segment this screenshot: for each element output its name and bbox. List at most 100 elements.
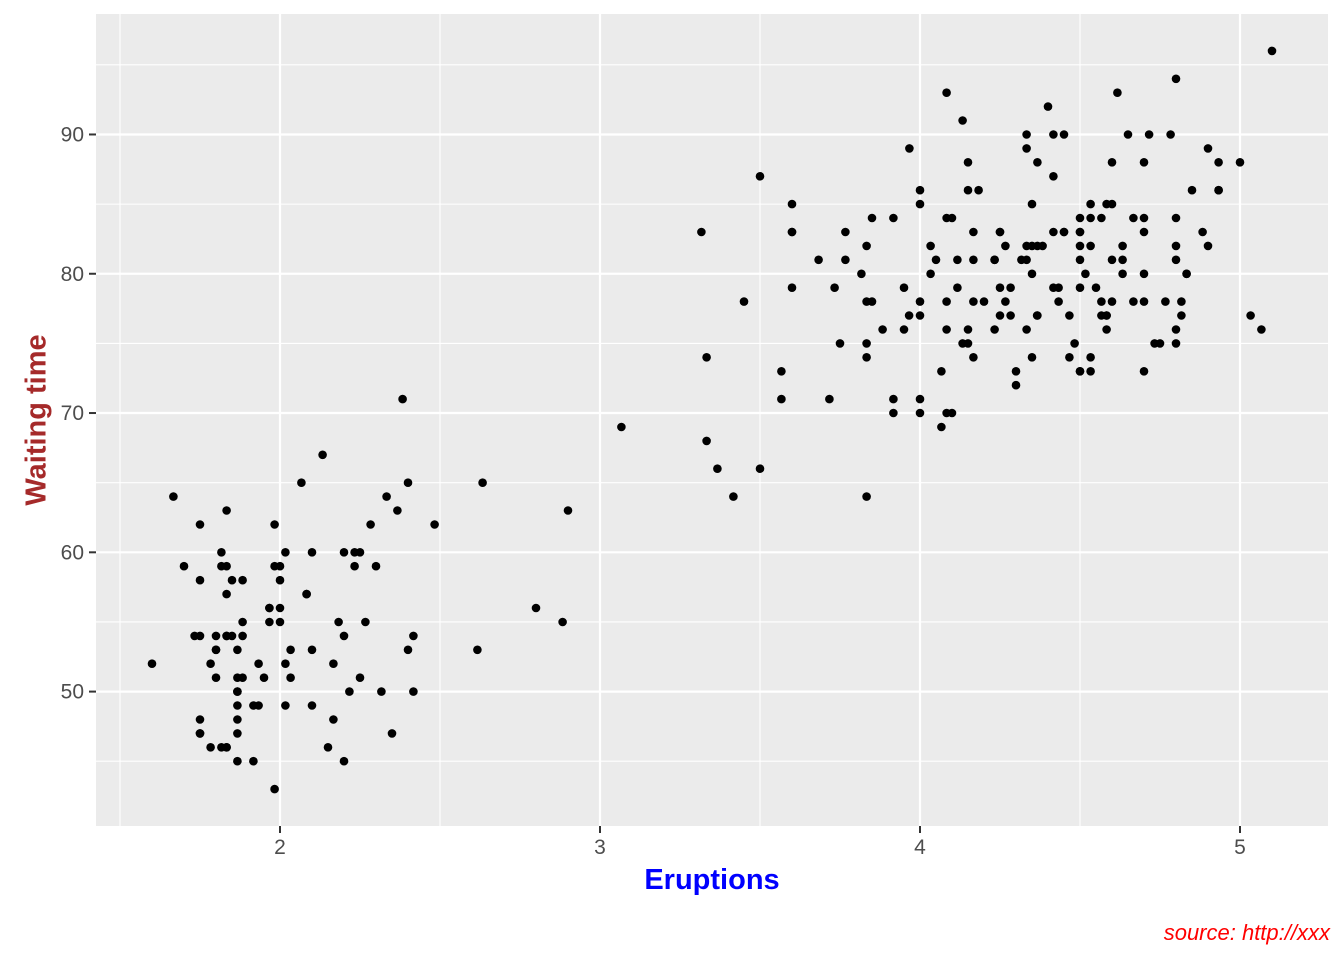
data-point: [963, 325, 973, 334]
data-point: [1059, 227, 1069, 237]
data-point: [361, 617, 370, 627]
data-point: [905, 144, 914, 153]
data-point: [1054, 297, 1063, 306]
data-point: [1235, 158, 1245, 167]
data-point: [915, 297, 925, 306]
data-point: [1246, 311, 1255, 320]
data-point: [217, 561, 226, 571]
data-point: [1102, 199, 1111, 209]
data-point: [1049, 172, 1058, 181]
data-point: [1075, 227, 1085, 237]
data-point: [1113, 88, 1122, 97]
data-point: [1129, 297, 1138, 306]
data-point: [969, 297, 978, 306]
data-point: [430, 520, 439, 529]
data-point: [729, 492, 738, 501]
data-point: [787, 199, 797, 209]
data-point: [265, 617, 274, 627]
data-point: [1171, 241, 1181, 251]
data-point: [211, 645, 221, 655]
data-point: [1097, 213, 1106, 223]
y-tick-labels: 50 60 70 80 90: [61, 123, 84, 703]
data-point: [1011, 380, 1021, 390]
data-point: [889, 408, 898, 418]
data-point: [222, 589, 231, 599]
data-point: [403, 478, 413, 488]
data-point: [1139, 269, 1149, 279]
major-gridlines: [96, 14, 1328, 826]
data-point: [1118, 255, 1127, 265]
data-point: [841, 227, 850, 237]
data-point: [899, 283, 909, 293]
data-point: [1118, 241, 1127, 251]
data-point: [334, 617, 343, 627]
data-point: [217, 548, 226, 557]
data-point: [937, 422, 946, 432]
data-point: [942, 325, 951, 334]
data-point: [702, 353, 711, 362]
data-point: [702, 436, 711, 446]
data-point: [1123, 130, 1133, 139]
data-point: [755, 464, 765, 474]
data-point: [1267, 46, 1277, 56]
data-point: [1033, 241, 1042, 251]
data-point: [281, 659, 290, 668]
data-point: [1198, 227, 1207, 237]
data-point: [206, 743, 215, 752]
data-point: [1075, 241, 1085, 251]
data-point: [227, 575, 237, 585]
data-point: [1001, 297, 1010, 306]
data-point: [878, 325, 887, 334]
data-point: [1155, 339, 1165, 348]
data-point: [1075, 255, 1085, 265]
data-point: [195, 520, 205, 529]
data-point: [942, 297, 951, 306]
data-point: [1107, 297, 1117, 306]
data-point: [1033, 311, 1042, 320]
data-point: [275, 617, 285, 627]
data-point: [350, 561, 359, 571]
data-point: [275, 575, 285, 585]
data-point: [307, 548, 317, 557]
x-tick-label: 5: [1234, 836, 1246, 859]
data-point: [926, 269, 935, 279]
data-point: [963, 339, 973, 348]
data-point: [1086, 213, 1095, 223]
data-point: [777, 394, 786, 404]
data-point: [899, 325, 909, 334]
data-point: [713, 464, 722, 474]
data-point: [990, 255, 999, 265]
data-point: [307, 701, 317, 710]
data-point: [211, 673, 221, 682]
y-tick-label: 50: [61, 681, 84, 704]
data-point: [841, 255, 850, 265]
data-point: [1022, 325, 1031, 334]
data-point: [755, 172, 765, 181]
data-point: [862, 297, 871, 306]
data-point: [937, 367, 946, 376]
data-point: [1097, 297, 1106, 306]
data-point: [958, 116, 967, 125]
data-point: [1022, 144, 1031, 153]
y-tick-label: 60: [61, 541, 84, 564]
data-point: [307, 645, 317, 655]
data-point: [1118, 269, 1127, 279]
data-point: [1075, 367, 1085, 376]
data-point: [1257, 325, 1266, 334]
data-point: [1203, 241, 1213, 251]
data-point: [286, 673, 295, 682]
data-point: [393, 506, 402, 515]
data-point: [1107, 158, 1117, 167]
data-point: [969, 227, 978, 237]
data-point: [531, 603, 541, 613]
data-point: [777, 367, 786, 376]
data-point: [1075, 213, 1085, 223]
data-point: [1006, 283, 1015, 293]
data-point: [398, 394, 407, 404]
data-point: [286, 645, 295, 655]
data-point: [275, 603, 285, 613]
data-point: [942, 88, 951, 97]
data-point: [1139, 227, 1149, 237]
data-point: [1049, 283, 1058, 293]
data-point: [339, 631, 349, 641]
